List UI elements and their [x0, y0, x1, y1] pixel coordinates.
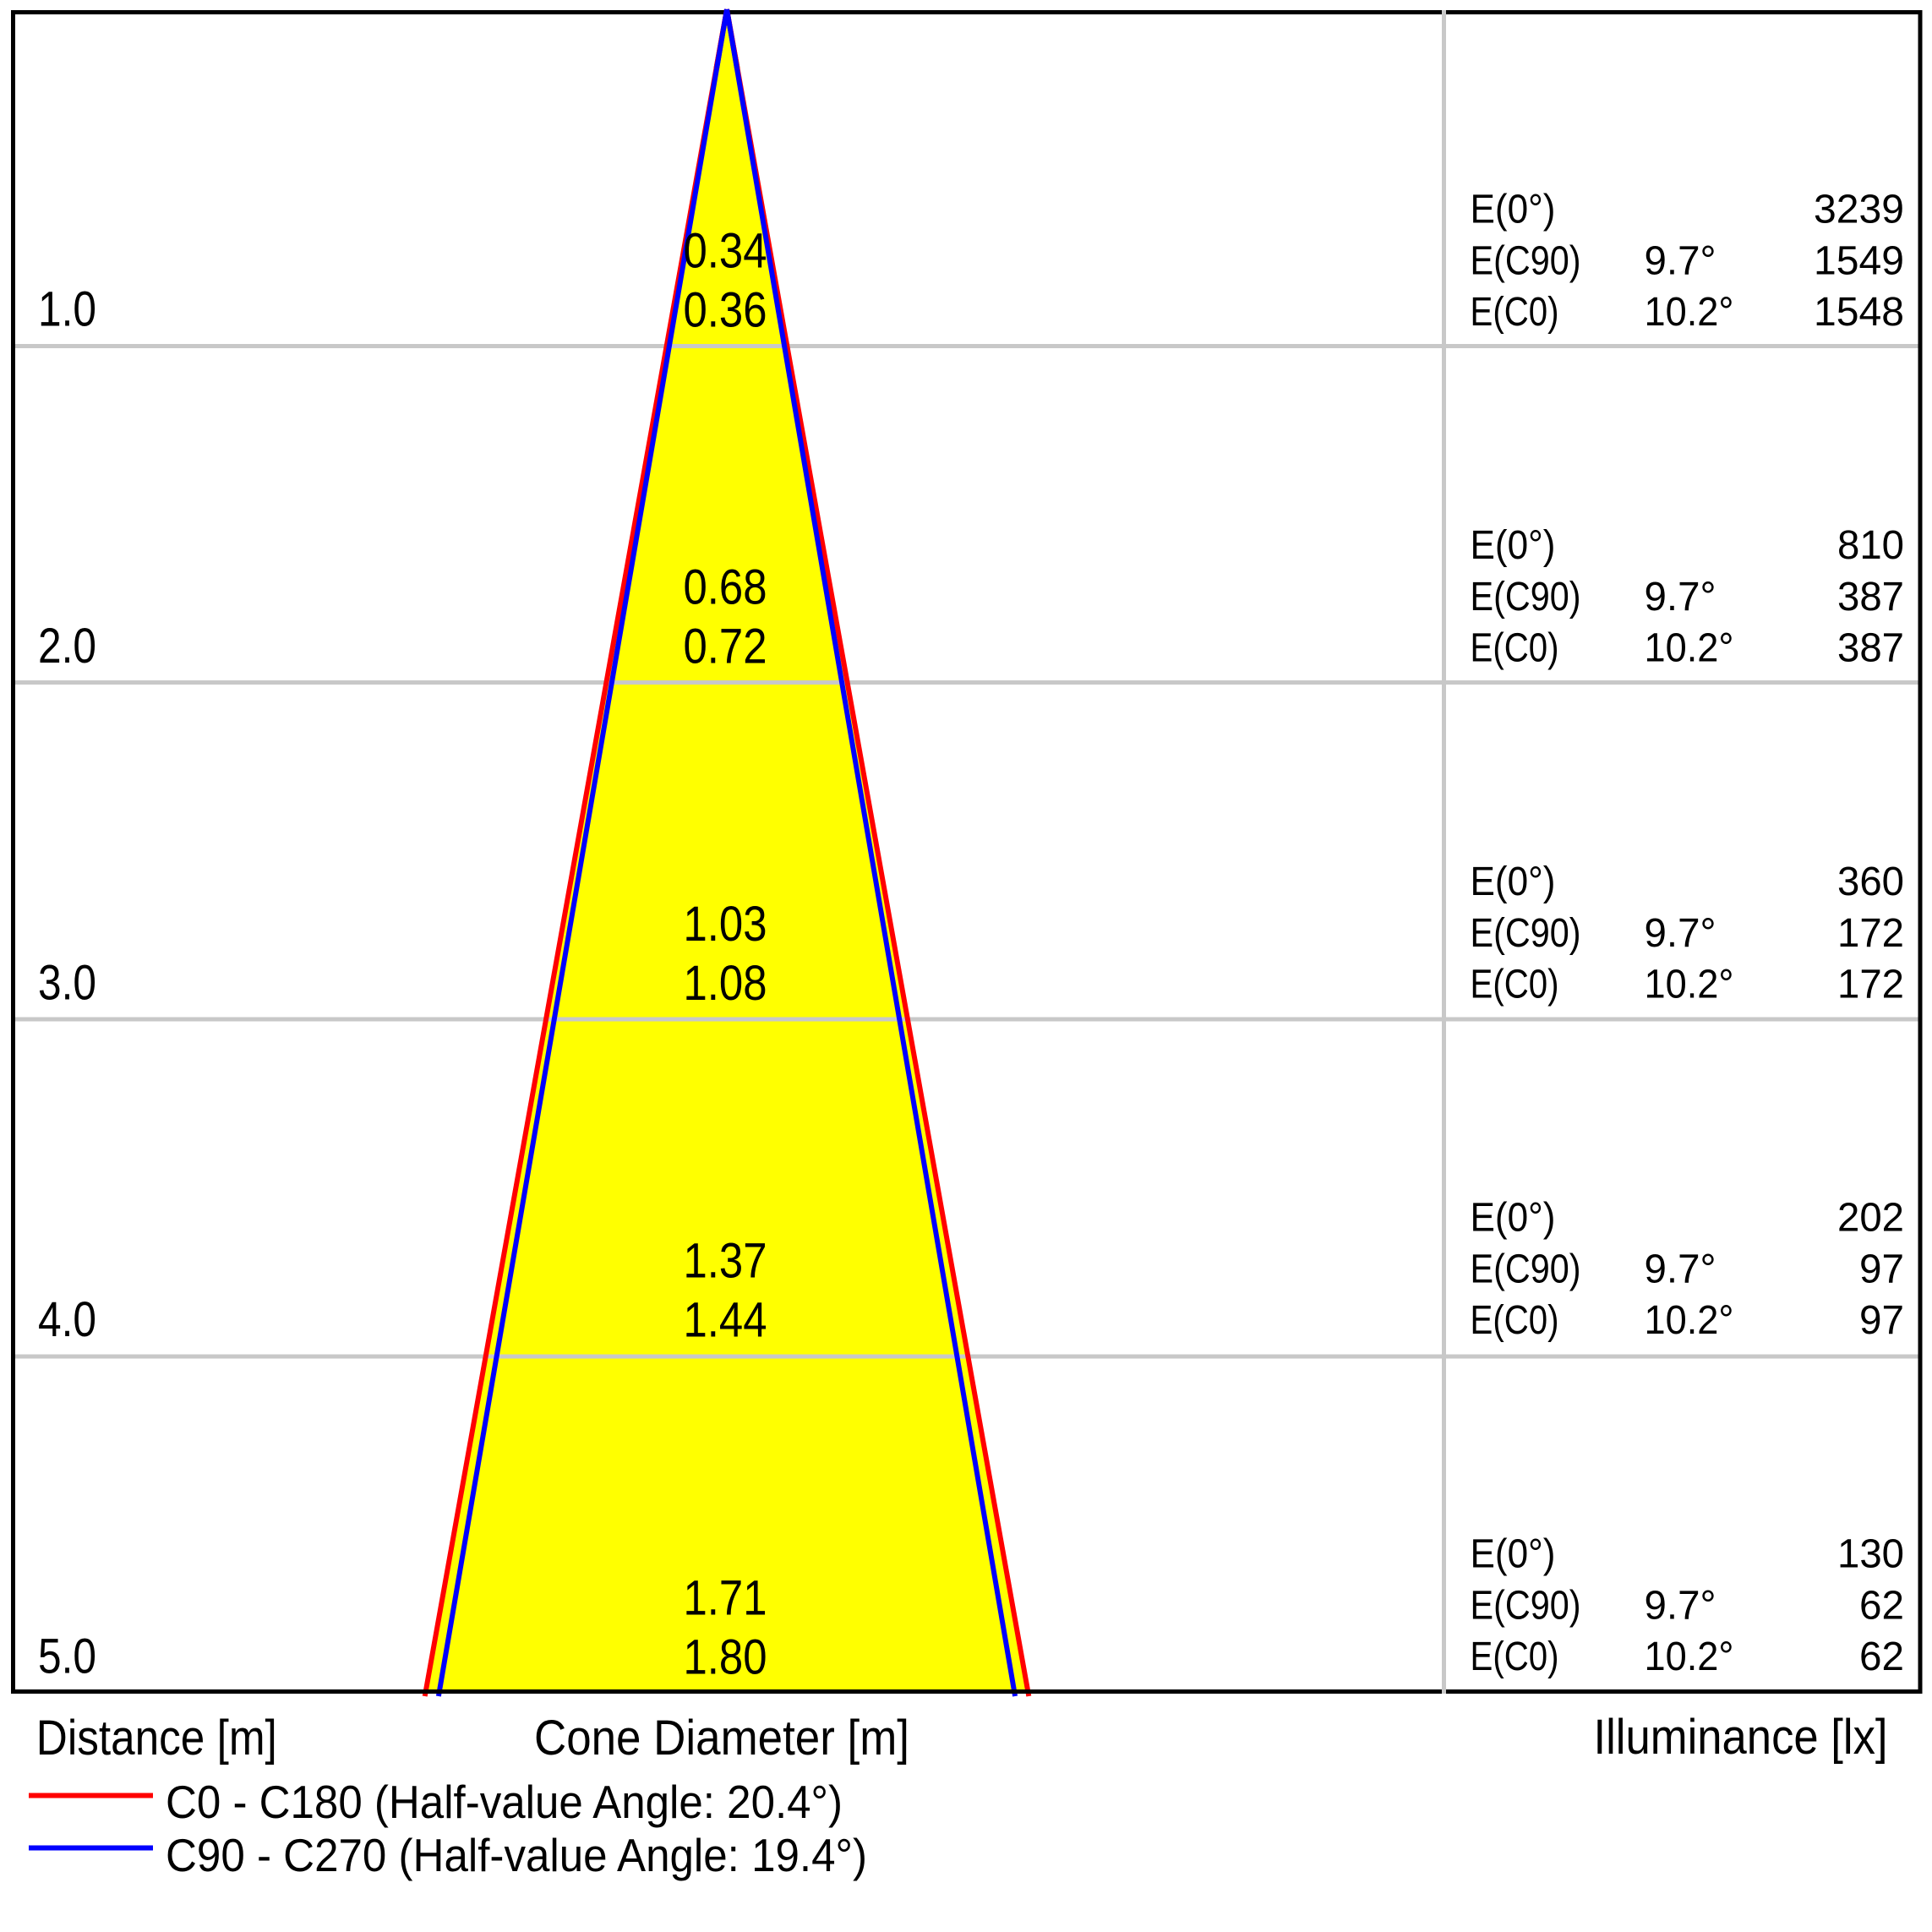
svg-text:172: 172 — [1837, 910, 1904, 956]
svg-text:E(0°): E(0°) — [1471, 1531, 1556, 1576]
svg-text:97: 97 — [1859, 1297, 1904, 1343]
svg-text:9.7°: 9.7° — [1645, 1582, 1716, 1628]
svg-text:172: 172 — [1837, 961, 1904, 1007]
svg-text:E(C90): E(C90) — [1471, 910, 1581, 956]
svg-text:E(C0): E(C0) — [1471, 961, 1559, 1007]
svg-text:97: 97 — [1859, 1247, 1904, 1292]
svg-text:E(0°): E(0°) — [1471, 522, 1556, 568]
svg-text:E(C0): E(C0) — [1471, 1634, 1559, 1679]
svg-text:130: 130 — [1837, 1531, 1904, 1576]
svg-text:810: 810 — [1837, 522, 1904, 568]
svg-text:0.72: 0.72 — [684, 619, 767, 674]
svg-text:0.36: 0.36 — [684, 283, 767, 338]
svg-text:Distance [m]: Distance [m] — [36, 1711, 277, 1766]
svg-text:0.68: 0.68 — [684, 560, 767, 615]
svg-text:E(C90): E(C90) — [1471, 1247, 1581, 1292]
svg-text:1.0: 1.0 — [38, 282, 96, 337]
svg-text:3239: 3239 — [1814, 187, 1904, 232]
svg-text:5.0: 5.0 — [38, 1629, 96, 1684]
svg-text:E(C90): E(C90) — [1471, 238, 1581, 284]
svg-text:10.2°: 10.2° — [1645, 1297, 1734, 1343]
svg-text:202: 202 — [1837, 1195, 1904, 1241]
svg-text:9.7°: 9.7° — [1645, 1247, 1716, 1292]
svg-text:9.7°: 9.7° — [1645, 574, 1716, 619]
svg-text:E(0°): E(0°) — [1471, 1195, 1556, 1241]
svg-text:E(0°): E(0°) — [1471, 859, 1556, 904]
svg-text:4.0: 4.0 — [38, 1292, 96, 1347]
svg-text:10.2°: 10.2° — [1645, 289, 1734, 335]
svg-text:E(C0): E(C0) — [1471, 625, 1559, 671]
svg-text:Cone Diameter [m]: Cone Diameter [m] — [534, 1711, 909, 1766]
svg-text:1.80: 1.80 — [684, 1629, 767, 1684]
svg-text:360: 360 — [1837, 859, 1904, 904]
svg-text:E(C90): E(C90) — [1471, 1582, 1581, 1628]
svg-text:1549: 1549 — [1814, 238, 1904, 284]
svg-text:387: 387 — [1837, 625, 1904, 671]
svg-text:9.7°: 9.7° — [1645, 910, 1716, 956]
svg-text:10.2°: 10.2° — [1645, 961, 1734, 1007]
svg-text:1.08: 1.08 — [684, 956, 767, 1011]
svg-text:3.0: 3.0 — [38, 956, 96, 1011]
svg-text:E(C90): E(C90) — [1471, 574, 1581, 619]
svg-text:10.2°: 10.2° — [1645, 625, 1734, 671]
svg-text:62: 62 — [1859, 1582, 1904, 1628]
svg-text:387: 387 — [1837, 574, 1904, 619]
svg-text:1.03: 1.03 — [684, 897, 767, 952]
svg-text:E(0°): E(0°) — [1471, 187, 1556, 232]
svg-text:1.44: 1.44 — [684, 1293, 767, 1348]
svg-text:1548: 1548 — [1814, 289, 1904, 335]
svg-text:2.0: 2.0 — [38, 619, 96, 674]
svg-text:0.34: 0.34 — [684, 224, 767, 279]
svg-text:C0 - C180 (Half-value Angle: 2: C0 - C180 (Half-value Angle: 20.4°) — [166, 1776, 843, 1828]
svg-text:9.7°: 9.7° — [1645, 238, 1716, 284]
svg-text:Illuminance [lx]: Illuminance [lx] — [1594, 1710, 1888, 1765]
svg-text:E(C0): E(C0) — [1471, 289, 1559, 335]
svg-text:C90 - C270 (Half-value Angle:: C90 - C270 (Half-value Angle: 19.4°) — [166, 1829, 867, 1881]
svg-text:1.71: 1.71 — [684, 1571, 767, 1626]
svg-text:10.2°: 10.2° — [1645, 1634, 1734, 1679]
svg-text:62: 62 — [1859, 1634, 1904, 1679]
svg-text:E(C0): E(C0) — [1471, 1297, 1559, 1343]
svg-text:1.37: 1.37 — [684, 1234, 767, 1289]
